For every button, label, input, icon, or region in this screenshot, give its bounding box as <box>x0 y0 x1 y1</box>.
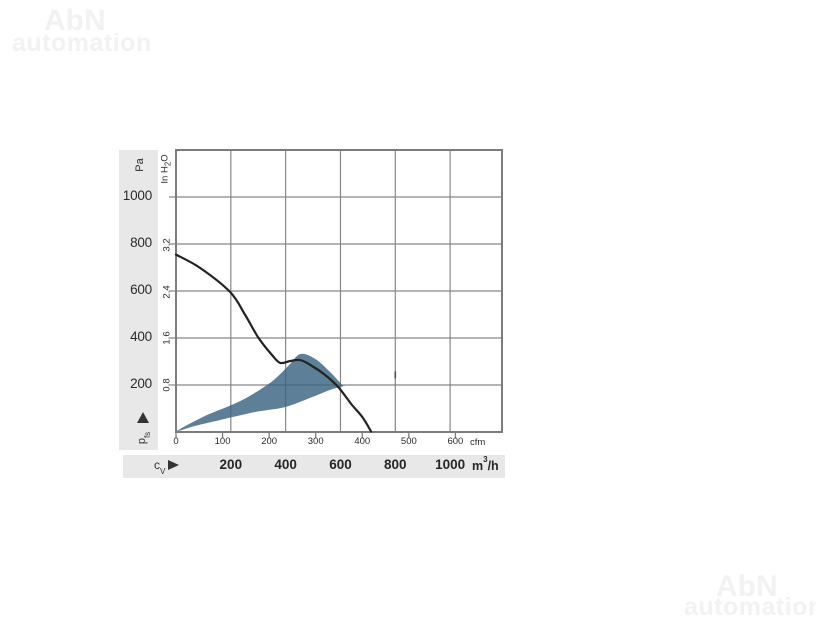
flow-symbol-text: cV <box>154 458 165 476</box>
watermark-subbrand: automation <box>684 593 816 621</box>
pressure-symbol-sub: fs <box>143 431 153 439</box>
pressure-symbol-main: p <box>136 438 148 445</box>
flow-m3h-tick-labels: 200 400 600 800 1000 <box>176 457 502 476</box>
pressure-axis-symbol: pfs <box>136 432 152 445</box>
pressure-tick-labels: 1000 800 600 400 200 <box>119 150 155 432</box>
flow-cfm-tick-label: 200 <box>261 436 278 447</box>
pressure-secondary-tick-label: 2.4 <box>161 285 173 299</box>
flow-symbol-main: c <box>154 458 160 472</box>
flow-cfm-tick-label: 300 <box>307 436 324 447</box>
watermark-brand: AbN <box>44 4 106 37</box>
flow-m3h-tick-label: 400 <box>274 457 297 472</box>
flow-cfm-tick-label: 600 <box>447 436 464 447</box>
pressure-tick-label: 400 <box>130 329 152 344</box>
flow-m3h-unit-label: m3/h <box>472 455 499 473</box>
fan-curve-svg <box>169 149 503 439</box>
pressure-secondary-tick-label: 3.2 <box>161 238 173 252</box>
flow-symbol-sub: V <box>160 467 166 477</box>
arrow-right-icon <box>168 460 180 470</box>
pressure-tick-label: 200 <box>130 376 152 391</box>
arrow-up-icon <box>137 412 149 423</box>
flow-m3h-tick-label: 800 <box>384 457 407 472</box>
flow-m3h-tick-label: 200 <box>219 457 243 472</box>
m3h-unit-sup: 3 <box>483 454 488 464</box>
flow-cfm-tick-labels: 0 100 200 300 400 500 600 <box>173 436 502 449</box>
fan-curve <box>174 253 373 433</box>
pressure-tick-label: 600 <box>130 282 152 297</box>
flow-cfm-tick-label: 100 <box>214 436 231 447</box>
m3h-unit-pre: m <box>472 459 484 473</box>
watermark-subbrand: automation <box>12 29 152 57</box>
plot-frame <box>175 149 503 433</box>
m3h-unit-post: /h <box>487 459 499 473</box>
operating-region <box>177 353 346 432</box>
watermark-brand: AbN <box>716 570 778 603</box>
pressure-tick-label: 800 <box>130 235 152 250</box>
flow-cfm-tick-label: 500 <box>400 436 417 447</box>
pressure-axis-band <box>119 150 158 450</box>
flow-cfm-unit-label: cfm <box>470 437 486 448</box>
flow-axis-symbol: cV <box>154 458 180 476</box>
flow-m3h-tick-label: 1000 <box>435 457 466 472</box>
pressure-tick-label: 1000 <box>122 188 152 203</box>
plot-area <box>169 149 503 439</box>
flow-m3h-tick-label: 600 <box>329 457 352 472</box>
flow-cfm-tick-label: 0 <box>173 436 179 447</box>
flow-cfm-tick-label: 400 <box>354 436 371 447</box>
flow-axis-band <box>123 455 505 478</box>
